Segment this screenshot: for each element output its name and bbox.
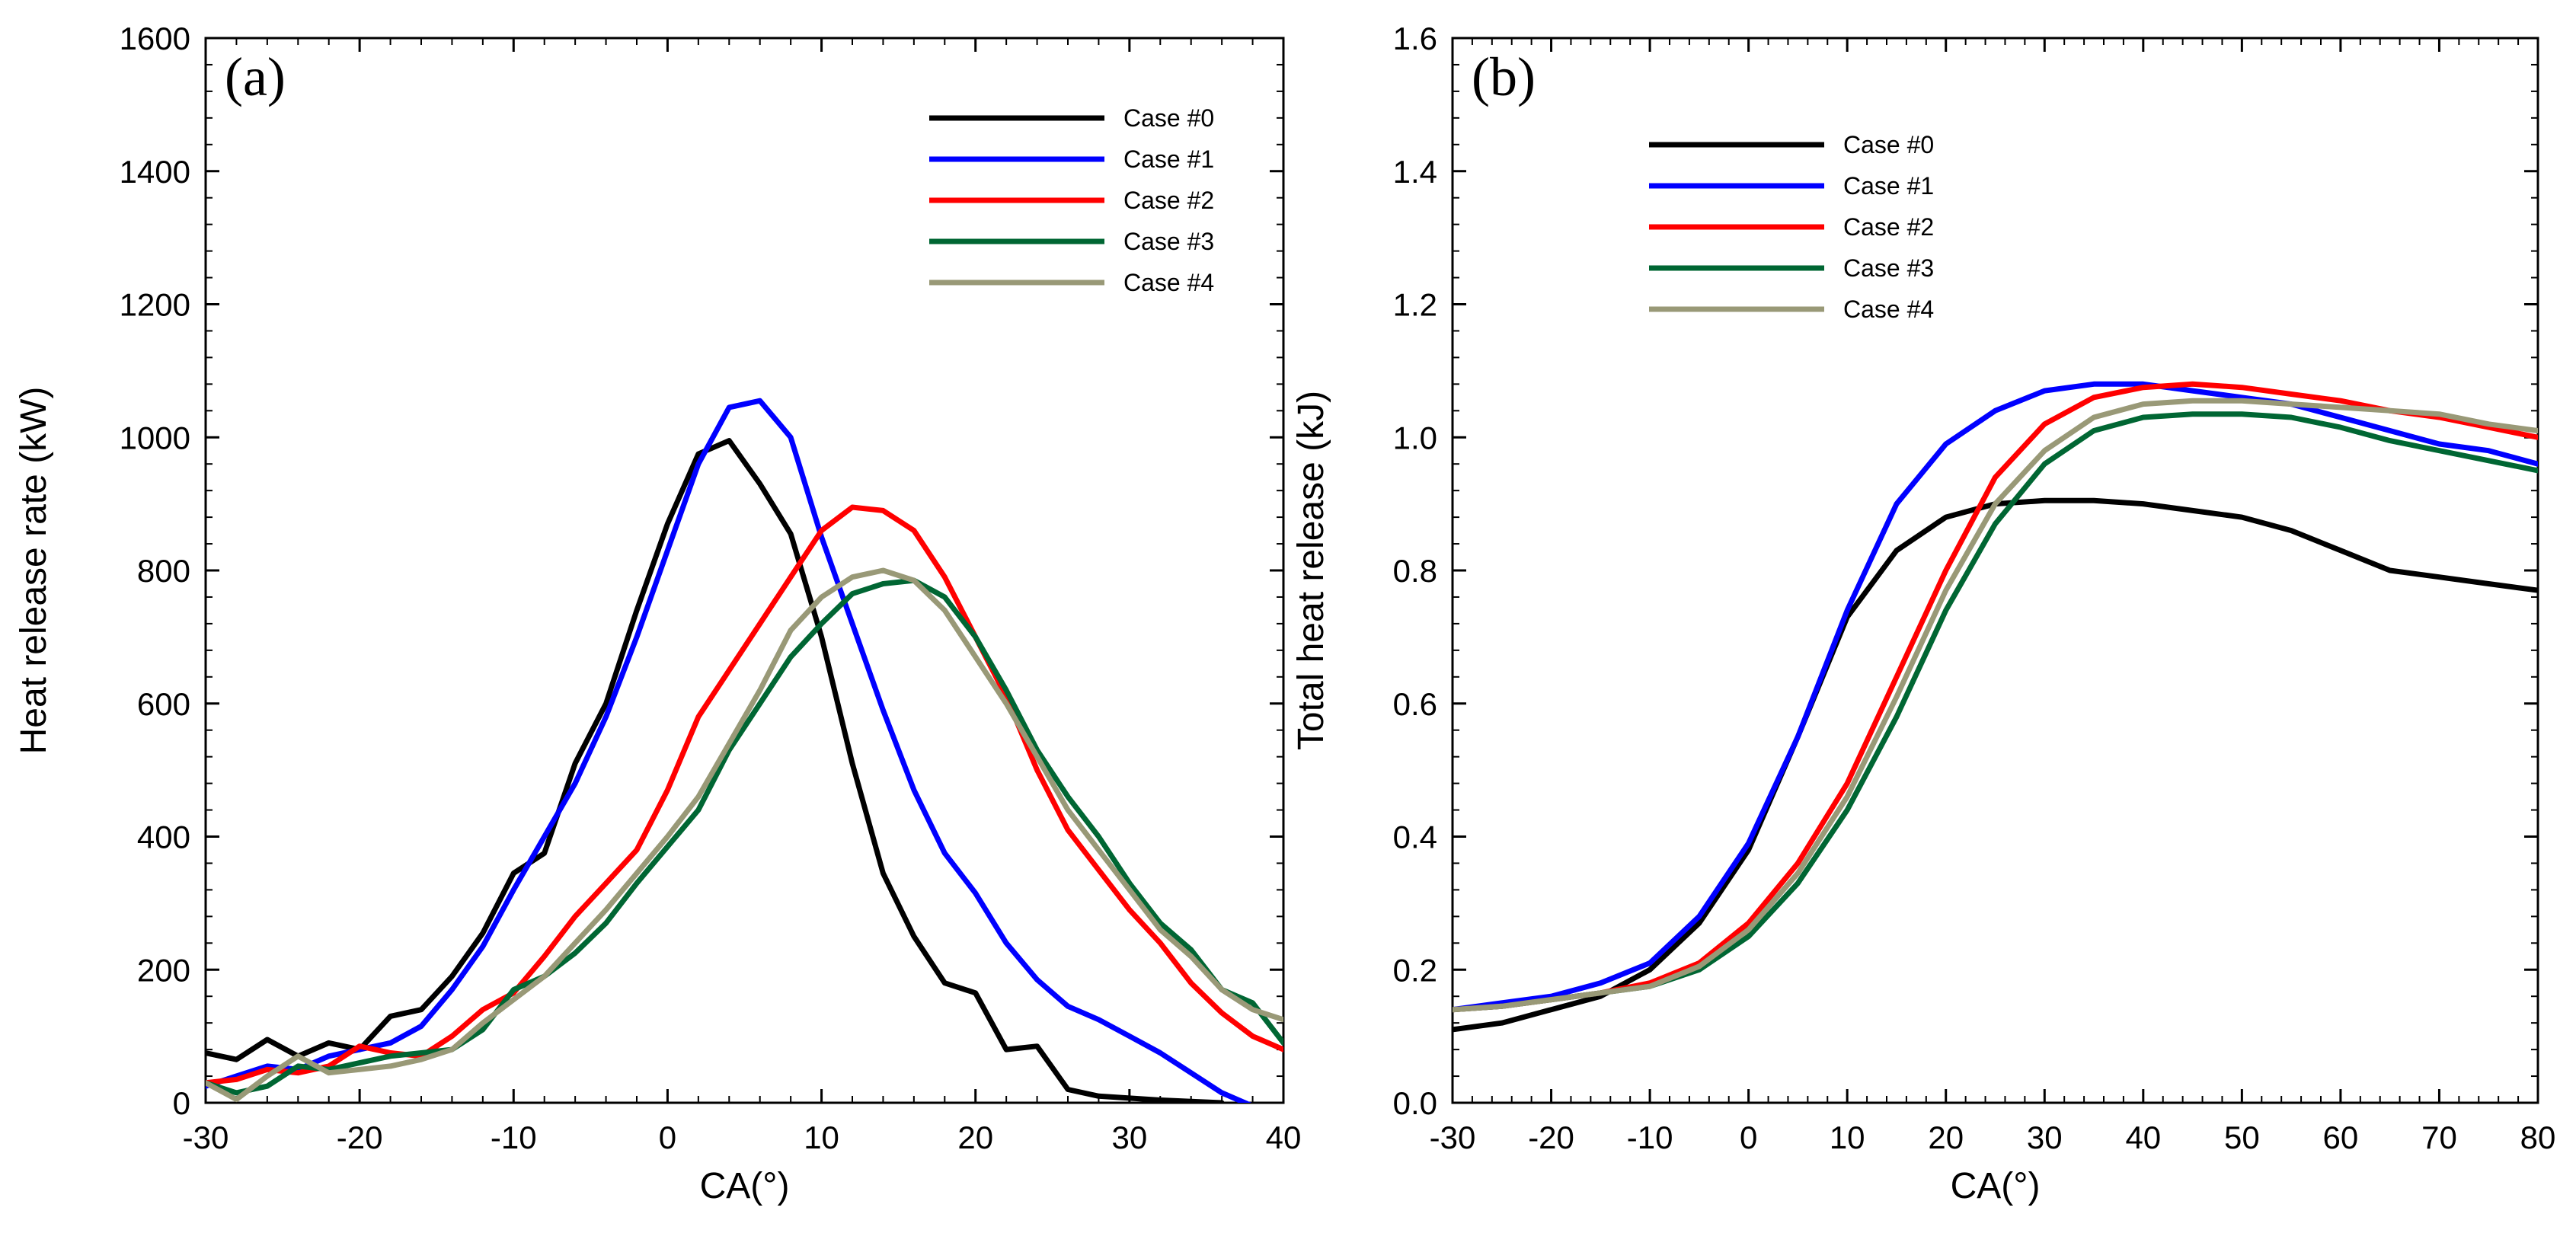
series-line-case4	[1453, 398, 2538, 1013]
x-tick-label: 0	[659, 1120, 676, 1155]
y-tick-label: 1.6	[1393, 21, 1437, 56]
x-tick-label: 30	[1111, 1120, 1147, 1155]
x-tick-label: 10	[1830, 1120, 1865, 1155]
series-line-case3	[206, 577, 1283, 1096]
panel-label: (a)	[225, 46, 286, 107]
series-line-case0	[1453, 497, 2538, 1033]
x-tick-label: 50	[2224, 1120, 2260, 1155]
x-tick-label: -10	[491, 1120, 537, 1155]
x-tick-label: -30	[1430, 1120, 1476, 1155]
legend-label: Case #0	[1843, 131, 1934, 158]
series-group	[206, 398, 1283, 1103]
y-tick-label: 1.4	[1393, 154, 1437, 190]
plot-frame	[1451, 37, 2539, 1104]
y-tick-label: 0.4	[1393, 819, 1437, 855]
x-tick-label: -10	[1627, 1120, 1673, 1155]
series-line-case1	[206, 398, 1252, 1103]
y-tick-label: 800	[137, 553, 190, 589]
legend-label: Case #3	[1123, 228, 1214, 255]
x-axis-title: CA(°)	[1951, 1166, 2041, 1206]
y-tick-label: 400	[137, 819, 190, 855]
x-tick-label: 20	[1928, 1120, 1964, 1155]
legend-label: Case #1	[1843, 172, 1934, 200]
y-tick-label: 1200	[120, 287, 190, 323]
y-tick-label: 600	[137, 686, 190, 722]
panel-label: (b)	[1472, 46, 1536, 107]
series-line-case4	[206, 567, 1283, 1103]
y-axis-title: Heat release rate (kW)	[14, 387, 54, 755]
x-tick-label: 40	[2125, 1120, 2161, 1155]
y-tick-label: 1.0	[1393, 420, 1437, 455]
legend-label: Case #4	[1843, 295, 1934, 323]
plot-frame	[204, 37, 1285, 1104]
x-tick-label: 10	[804, 1120, 839, 1155]
x-tick-label: 30	[2027, 1120, 2063, 1155]
x-tick-label: 20	[957, 1120, 993, 1155]
panel-a-heat-release-rate: -30 -20 -10 0 10 20 30 400200400600800100012001…	[14, 21, 1301, 1206]
x-tick-label: 60	[2323, 1120, 2359, 1155]
legend-label: Case #2	[1123, 187, 1214, 214]
series-line-case0	[206, 438, 1225, 1103]
panel-b-total-heat-release: -30 -20 -10 0 10 20 30 40 50 60 70 80 0.0 0.2 0.4 0.6 0.…	[1291, 21, 2555, 1206]
x-tick-label: -30	[183, 1120, 229, 1155]
y-tick-label: 200	[137, 952, 190, 988]
legend-label: Case #4	[1123, 269, 1214, 296]
series-line-case2	[206, 504, 1283, 1086]
legend-label: Case #0	[1123, 104, 1214, 132]
series-line-case2	[1453, 381, 2538, 1013]
y-tick-label: 0.0	[1393, 1085, 1437, 1121]
series-group	[1453, 381, 2538, 1033]
y-tick-label: 1600	[120, 21, 190, 56]
x-tick-label: 70	[2421, 1120, 2457, 1155]
y-tick-label: 1400	[120, 154, 190, 190]
x-tick-label: -20	[337, 1120, 383, 1155]
y-tick-label: 0.8	[1393, 553, 1437, 589]
y-tick-label: 1.2	[1393, 287, 1437, 323]
x-axis-title: CA(°)	[700, 1166, 790, 1206]
x-tick-label: -20	[1528, 1120, 1574, 1155]
legend-label: Case #3	[1843, 254, 1934, 282]
legend-label: Case #1	[1123, 145, 1214, 173]
x-tick-label: 0	[1740, 1120, 1757, 1155]
y-tick-label: 0	[173, 1085, 190, 1121]
y-tick-label: 0.6	[1393, 686, 1437, 722]
series-line-case1	[1453, 381, 2538, 1013]
y-tick-label: 0.2	[1393, 952, 1437, 988]
x-tick-label: 40	[1266, 1120, 1302, 1155]
y-tick-label: 1000	[120, 420, 190, 455]
x-tick-label: 80	[2520, 1120, 2556, 1155]
legend-label: Case #2	[1843, 213, 1934, 241]
y-axis-title: Total heat release (kJ)	[1291, 391, 1331, 750]
